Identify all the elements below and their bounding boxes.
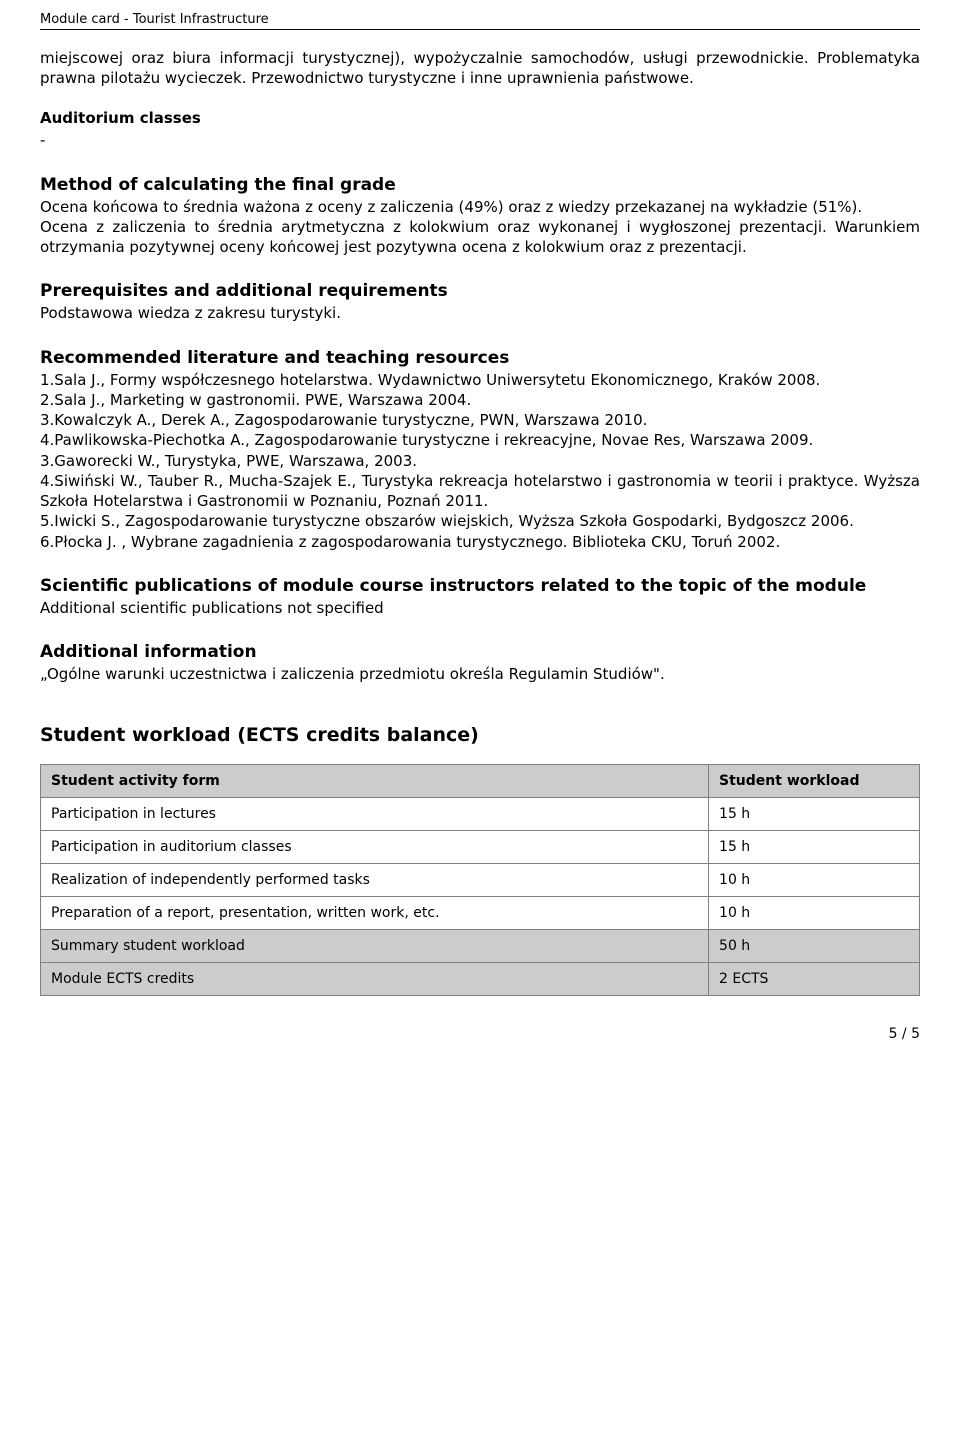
cell-load: 10 h xyxy=(709,864,920,897)
literature-item: 3.Kowalczyk A., Derek A., Zagospodarowan… xyxy=(40,410,920,430)
cell-activity: Module ECTS credits xyxy=(41,963,709,996)
prereq-heading: Prerequisites and additional requirement… xyxy=(40,281,920,301)
header-title: Module card - Tourist Infrastructure xyxy=(40,12,269,27)
literature-item: 5.Iwicki S., Zagospodarowanie turystyczn… xyxy=(40,511,920,531)
literature-list: 1.Sala J., Formy współczesnego hotelarst… xyxy=(40,370,920,552)
col-activity-header: Student activity form xyxy=(41,765,709,798)
literature-heading: Recommended literature and teaching reso… xyxy=(40,348,920,368)
cell-activity: Participation in lectures xyxy=(41,798,709,831)
workload-table: Student activity form Student workload P… xyxy=(40,764,920,996)
table-row: Participation in lectures 15 h xyxy=(41,798,920,831)
cell-activity: Summary student workload xyxy=(41,930,709,963)
workload-heading: Student workload (ECTS credits balance) xyxy=(40,724,920,746)
table-header-row: Student activity form Student workload xyxy=(41,765,920,798)
literature-item: 4.Siwiński W., Tauber R., Mucha-Szajek E… xyxy=(40,471,920,512)
auditorium-label: Auditorium classes xyxy=(40,109,920,127)
table-row: Preparation of a report, presentation, w… xyxy=(41,897,920,930)
table-row: Participation in auditorium classes 15 h xyxy=(41,831,920,864)
literature-item: 2.Sala J., Marketing w gastronomii. PWE,… xyxy=(40,390,920,410)
final-grade-p2: Ocena z zaliczenia to średnia arytmetycz… xyxy=(40,217,920,258)
cell-activity: Participation in auditorium classes xyxy=(41,831,709,864)
addinfo-text: „Ogólne warunki uczestnictwa i zaliczeni… xyxy=(40,664,920,684)
cell-load: 15 h xyxy=(709,831,920,864)
literature-item: 6.Płocka J. , Wybrane zagadnienia z zago… xyxy=(40,532,920,552)
cell-activity: Realization of independently performed t… xyxy=(41,864,709,897)
addinfo-heading: Additional information xyxy=(40,642,920,662)
cell-load: 15 h xyxy=(709,798,920,831)
prereq-text: Podstawowa wiedza z zakresu turystyki. xyxy=(40,303,920,323)
intro-paragraph: miejscowej oraz biura informacji turysty… xyxy=(40,48,920,89)
cell-load: 2 ECTS xyxy=(709,963,920,996)
final-grade-heading: Method of calculating the final grade xyxy=(40,175,920,195)
literature-item: 4.Pawlikowska-Piechotka A., Zagospodarow… xyxy=(40,430,920,450)
scipub-heading: Scientific publications of module course… xyxy=(40,576,920,596)
table-row: Realization of independently performed t… xyxy=(41,864,920,897)
cell-load: 10 h xyxy=(709,897,920,930)
col-load-header: Student workload xyxy=(709,765,920,798)
table-ects-row: Module ECTS credits 2 ECTS xyxy=(41,963,920,996)
literature-item: 1.Sala J., Formy współczesnego hotelarst… xyxy=(40,370,920,390)
cell-activity: Preparation of a report, presentation, w… xyxy=(41,897,709,930)
page-header: Module card - Tourist Infrastructure xyxy=(40,12,920,30)
final-grade-p1: Ocena końcowa to średnia ważona z oceny … xyxy=(40,197,920,217)
scipub-text: Additional scientific publications not s… xyxy=(40,598,920,618)
page-number: 5 / 5 xyxy=(40,1026,920,1042)
literature-item: 3.Gaworecki W., Turystyka, PWE, Warszawa… xyxy=(40,451,920,471)
auditorium-dash: - xyxy=(40,131,920,149)
cell-load: 50 h xyxy=(709,930,920,963)
table-summary-row: Summary student workload 50 h xyxy=(41,930,920,963)
